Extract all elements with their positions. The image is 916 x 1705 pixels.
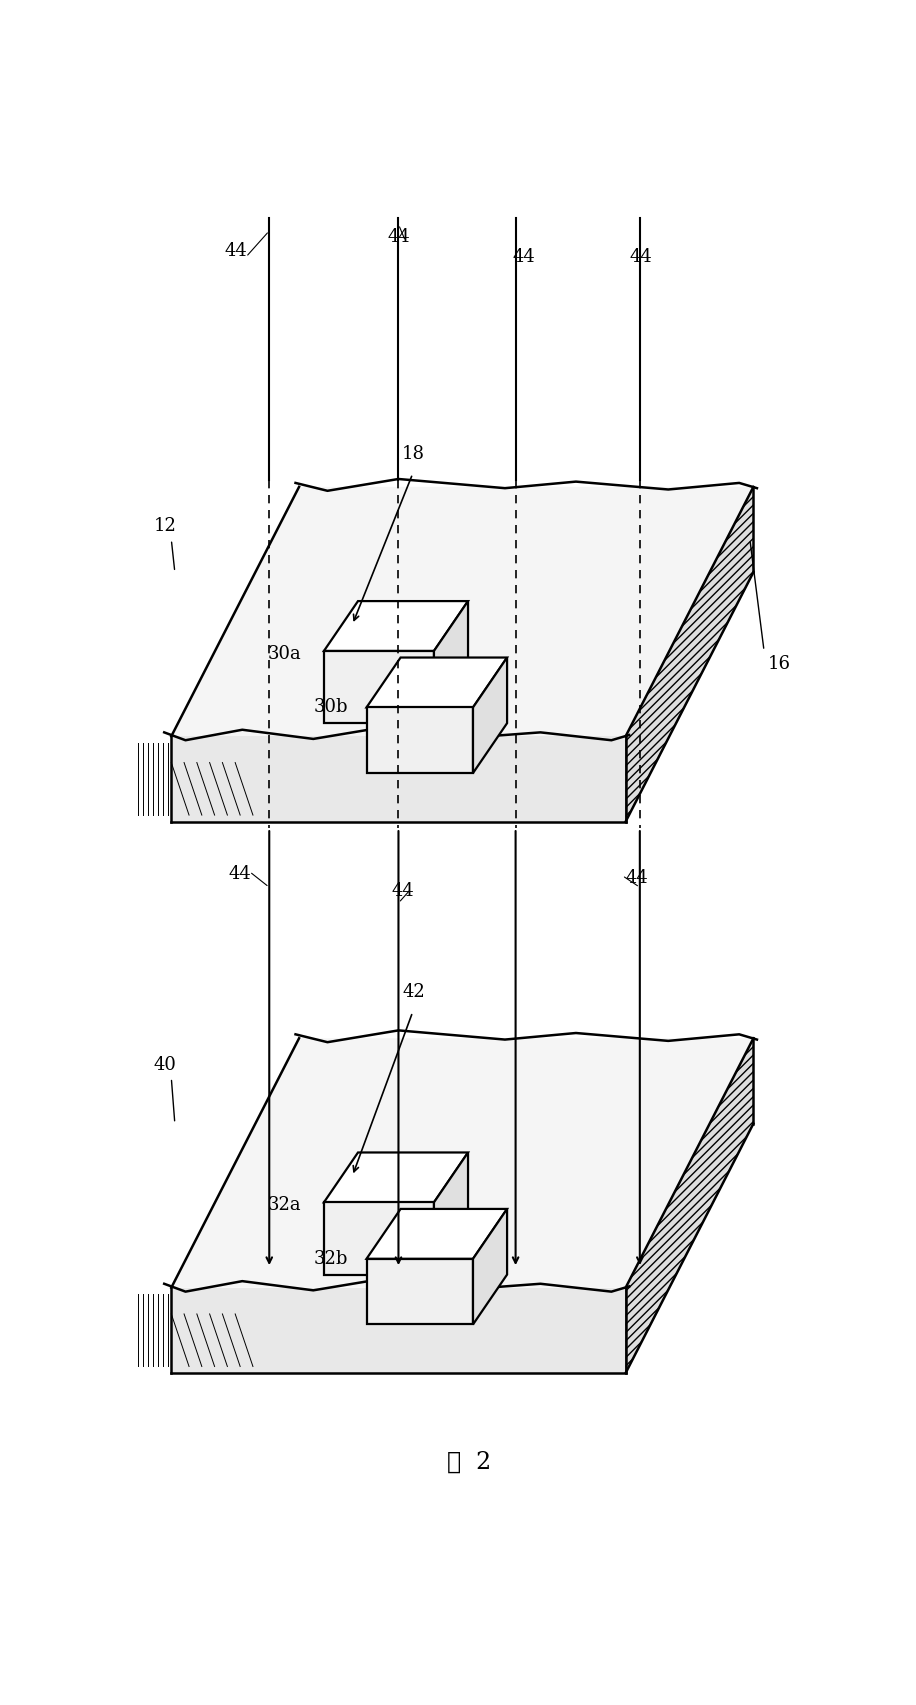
Polygon shape xyxy=(473,658,507,772)
Polygon shape xyxy=(171,1287,626,1373)
Text: 44: 44 xyxy=(629,249,652,266)
Text: 44: 44 xyxy=(626,870,649,887)
Text: 12: 12 xyxy=(154,517,177,535)
Text: 44: 44 xyxy=(228,864,251,883)
Polygon shape xyxy=(171,737,626,822)
Polygon shape xyxy=(171,488,753,737)
Text: 44: 44 xyxy=(512,249,535,266)
Polygon shape xyxy=(366,658,507,708)
Polygon shape xyxy=(366,1209,507,1258)
Polygon shape xyxy=(434,602,468,723)
Polygon shape xyxy=(324,651,434,723)
Text: 40: 40 xyxy=(154,1055,177,1074)
Polygon shape xyxy=(366,708,473,772)
Text: 42: 42 xyxy=(402,984,425,1001)
Polygon shape xyxy=(366,1258,473,1325)
Polygon shape xyxy=(626,1038,753,1373)
Text: 32a: 32a xyxy=(267,1195,300,1214)
Text: 图  2: 图 2 xyxy=(447,1451,492,1473)
Polygon shape xyxy=(324,1202,434,1275)
Polygon shape xyxy=(171,1038,753,1287)
Polygon shape xyxy=(324,602,468,651)
Text: 44: 44 xyxy=(391,881,414,900)
Polygon shape xyxy=(626,488,753,822)
Polygon shape xyxy=(473,1209,507,1325)
Text: 30a: 30a xyxy=(267,644,300,663)
Polygon shape xyxy=(434,1153,468,1275)
Text: 44: 44 xyxy=(224,242,247,259)
Text: 16: 16 xyxy=(768,655,791,673)
Polygon shape xyxy=(324,1153,468,1202)
Text: 18: 18 xyxy=(402,445,425,464)
Text: 44: 44 xyxy=(387,228,410,247)
Text: 32b: 32b xyxy=(313,1250,348,1269)
Text: 30b: 30b xyxy=(313,699,348,716)
